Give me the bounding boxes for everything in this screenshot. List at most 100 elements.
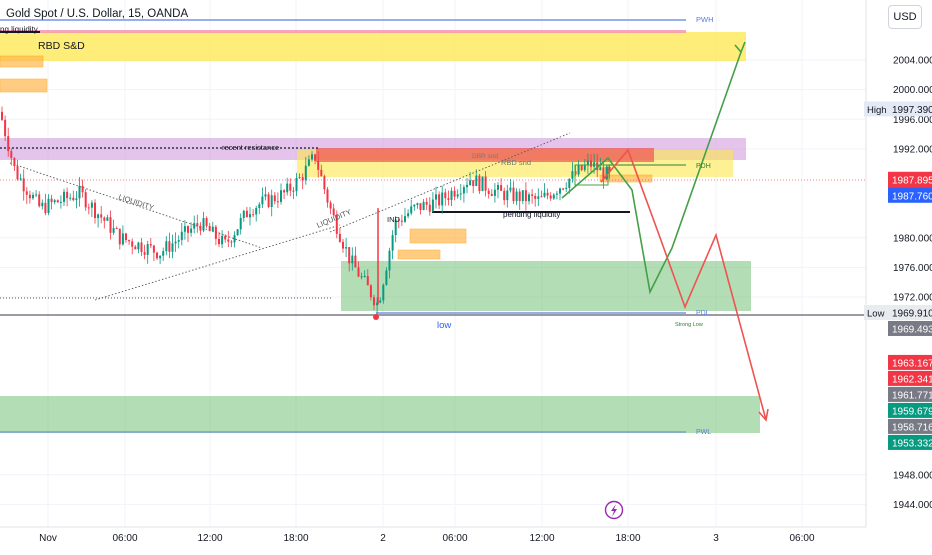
candle-body: [431, 199, 434, 212]
candle-body: [466, 184, 468, 188]
chart-title: Gold Spot / U.S. Dollar, 15, OANDA: [6, 8, 189, 20]
label-pwh: PWH: [696, 15, 714, 24]
candle-body: [559, 188, 561, 194]
candle-body: [53, 200, 56, 203]
candle-body: [481, 176, 484, 191]
candle-body: [190, 228, 193, 233]
candle-body: [230, 241, 233, 243]
candle-body: [453, 190, 456, 197]
candle-body: [571, 171, 574, 179]
y-tick-label: 1972.000: [893, 293, 932, 304]
candle-body: [472, 180, 475, 187]
candle-body: [518, 191, 521, 202]
x-tick-label: 18:00: [283, 533, 308, 544]
candle-body: [87, 207, 90, 209]
candle-body: [345, 247, 348, 249]
zone-green-mid: [341, 261, 751, 311]
candle-body: [22, 178, 25, 192]
candle-body: [196, 223, 199, 226]
candle-body: [140, 242, 143, 253]
candle-body: [552, 194, 555, 199]
candle-body: [469, 180, 472, 185]
price-tag: Low: [867, 308, 885, 319]
candle-body: [273, 195, 276, 202]
candle-body: [521, 190, 524, 202]
price-label: 1958.716: [892, 422, 932, 433]
price-tag-box: [864, 304, 888, 320]
candle-body: [509, 187, 512, 191]
candle-body: [69, 197, 72, 199]
candle-body: [50, 198, 53, 203]
price-tag-box: [864, 101, 888, 117]
candle-body: [276, 201, 279, 203]
candle-body: [342, 241, 344, 249]
candle-body: [56, 200, 59, 203]
candle-body: [134, 246, 137, 250]
currency-button[interactable]: USD: [888, 5, 922, 29]
label-low: low: [437, 320, 451, 331]
label-liquidity-1: LIQUIDITY: [117, 192, 155, 212]
price-label: 1997.390: [892, 105, 932, 116]
candle-body: [283, 190, 286, 193]
candle-body: [506, 190, 509, 201]
y-tick-label: 2000.000: [893, 85, 932, 96]
price-label: 1959.679: [892, 406, 932, 417]
candle-body: [35, 194, 38, 196]
candle-body: [4, 119, 7, 137]
candle-body: [596, 162, 599, 171]
price-label: 1969.493: [892, 324, 932, 335]
candle-body: [214, 226, 217, 239]
candle-body: [326, 189, 329, 203]
candle-body: [543, 192, 546, 197]
candle-body: [152, 245, 155, 253]
candle-body: [425, 201, 428, 205]
candle-body: [416, 203, 419, 205]
candle-body: [94, 202, 96, 219]
candle-body: [233, 235, 236, 243]
candle-body: [112, 228, 115, 233]
label-dbr-snd: DBR snd: [472, 153, 498, 160]
candle-body: [180, 231, 183, 241]
candle-body: [478, 175, 481, 191]
label-liquidity-top: ng liquidity: [0, 25, 38, 34]
price-label-box: [888, 187, 932, 203]
candle-body: [580, 165, 583, 171]
candle-body: [292, 190, 295, 192]
candle-body: [459, 193, 462, 195]
candle-body: [174, 241, 177, 244]
price-label-box: [888, 304, 932, 320]
label-strong-low: Strong Low: [675, 322, 703, 328]
y-tick-label: 1976.000: [893, 263, 932, 274]
candle-body: [366, 275, 369, 286]
candle-body: [100, 214, 103, 218]
candle-body: [404, 216, 406, 222]
candle-body: [118, 228, 121, 245]
candle-body: [307, 159, 310, 166]
candle-body: [187, 226, 189, 233]
y-tick-label: 2004.000: [893, 56, 932, 67]
candle-body: [369, 285, 372, 298]
candle-body: [162, 251, 165, 256]
candle-body: [531, 194, 534, 196]
candle-body: [1, 111, 3, 120]
candle-body: [121, 233, 124, 245]
price-label: 1953.332: [892, 438, 932, 449]
candle-body: [84, 192, 87, 208]
price-label-box: [888, 386, 932, 402]
candle-body: [125, 233, 127, 241]
candle-body: [221, 235, 224, 245]
zone-orange-1: [0, 55, 44, 68]
candle-body: [388, 250, 391, 271]
zone-orange-3: [409, 228, 467, 244]
candle-body: [410, 206, 413, 214]
candle-body: [311, 154, 313, 160]
price-label-box: [888, 434, 932, 450]
price-label: 1961.771: [892, 390, 932, 401]
candle-body: [239, 217, 242, 230]
candle-body: [47, 198, 50, 213]
candle-body: [528, 194, 530, 202]
x-tick-label: 2: [380, 533, 386, 544]
price-label: 1969.910: [892, 308, 932, 319]
